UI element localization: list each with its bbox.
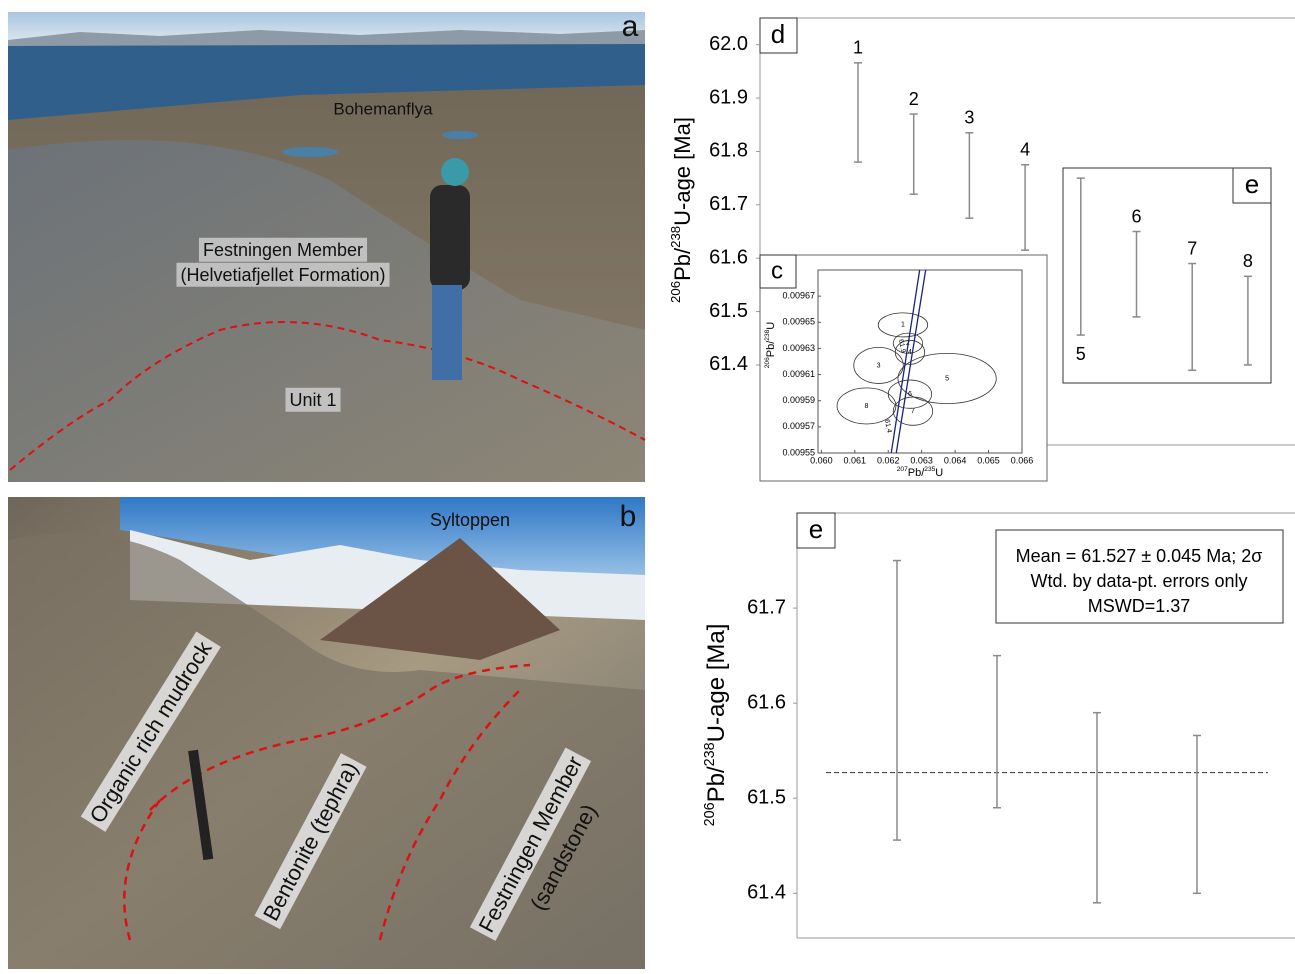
axis-label-part: 235 (924, 466, 935, 473)
y-tick-label: 61.7 (709, 193, 748, 215)
axis-label-part: 238 (702, 742, 718, 766)
axis-label-part: 206 (702, 802, 718, 826)
photo-label-text: Festningen Member (203, 240, 363, 260)
point-label: 1 (853, 38, 863, 58)
axis-label-part: Pb/ (908, 467, 925, 479)
point-label: 5 (1076, 344, 1086, 364)
y-tick-label: 0.00959 (782, 395, 815, 405)
figure: a Bohemanflya Festningen Member (Helvetiafj… (0, 0, 1295, 969)
panel-label: b (620, 500, 637, 533)
ellipse-label: 1 (901, 322, 905, 329)
point-label: 4 (1020, 140, 1030, 160)
panel-label: e (1245, 169, 1259, 199)
x-tick-label: 0.066 (1011, 455, 1034, 465)
axis-label-part: 206 (764, 357, 771, 368)
axis-label-part: Pb/ (765, 340, 777, 357)
point-label: 6 (1131, 206, 1141, 226)
panel-label: a (622, 10, 639, 43)
photo-label-text: Bohemanflya (333, 99, 433, 118)
point-label: 7 (1187, 238, 1197, 258)
annotation-text: Mean = 61.527 ± 0.045 Ma; 2σ (1016, 546, 1263, 566)
axis-label-part: Pb/ (670, 247, 695, 281)
y-tick-label: 61.9 (709, 86, 748, 108)
y-tick-label: 61.4 (747, 882, 786, 904)
panel-label: c (771, 257, 783, 284)
ellipse-label: 8 (865, 403, 869, 410)
y-tick-label: 61.5 (709, 300, 748, 322)
photo-label-text: (Helvetiafjellet Formation) (180, 265, 385, 285)
y-tick-label: 0.00957 (782, 421, 815, 431)
y-tick-label: 61.6 (747, 691, 786, 713)
axis-label-part: U (765, 322, 777, 330)
y-tick-label: 0.00955 (782, 447, 815, 457)
y-tick-label: 61.7 (747, 596, 786, 618)
panel-label: d (771, 19, 785, 49)
x-tick-label: 0.061 (844, 455, 867, 465)
ellipse-label: 3 (877, 362, 881, 369)
axis-label-part: 206 (668, 281, 683, 303)
axis-label-part: 207 (897, 466, 908, 473)
photo-label-text: Unit 1 (289, 390, 336, 410)
axis-label-part: 238 (668, 226, 683, 248)
y-tick-label: 0.00963 (782, 343, 815, 353)
axis-label: 206Pb/238U-age [Ma] (702, 624, 731, 827)
y-tick-label: 61.6 (709, 246, 748, 268)
ellipse-label: 5 (945, 375, 949, 382)
x-tick-label: 0.064 (944, 455, 967, 465)
y-tick-label: 61.8 (709, 140, 748, 162)
y-tick-label: 0.00965 (782, 317, 815, 327)
annotation-text: Wtd. by data-pt. errors only (1030, 571, 1247, 591)
ellipse-label: 7 (911, 408, 915, 415)
axis-label-part: U-age [Ma] (703, 624, 730, 743)
photo-label: Unit 1 (285, 388, 340, 412)
x-tick-label: 0.062 (877, 455, 900, 465)
x-tick-label: 0.065 (977, 455, 1000, 465)
y-tick-label: 61.4 (709, 353, 748, 375)
annotation-text: MSWD=1.37 (1088, 596, 1191, 616)
point-label: 8 (1243, 251, 1253, 271)
x-tick-label: 0.063 (910, 455, 933, 465)
axis-label: 206Pb/238U-age [Ma] (668, 117, 695, 303)
axis-label-part: U-age [Ma] (670, 117, 695, 226)
point-label: 2 (909, 89, 919, 109)
point-label: 3 (964, 108, 974, 128)
axis-label-part: U (935, 467, 943, 479)
photo-label: (Helvetiafjellet Formation) (176, 263, 389, 287)
y-tick-label: 62.0 (709, 33, 748, 55)
photo-label: Festningen Member (199, 238, 367, 262)
y-tick-label: 61.5 (747, 787, 786, 809)
y-tick-label: 0.00967 (782, 291, 815, 301)
axis-label-part: 238 (764, 329, 771, 340)
axis-label-part: Pb/ (703, 766, 730, 802)
panel-label: e (809, 514, 823, 544)
photo-label-text: Syltoppen (430, 510, 510, 530)
y-tick-label: 0.00961 (782, 369, 815, 379)
